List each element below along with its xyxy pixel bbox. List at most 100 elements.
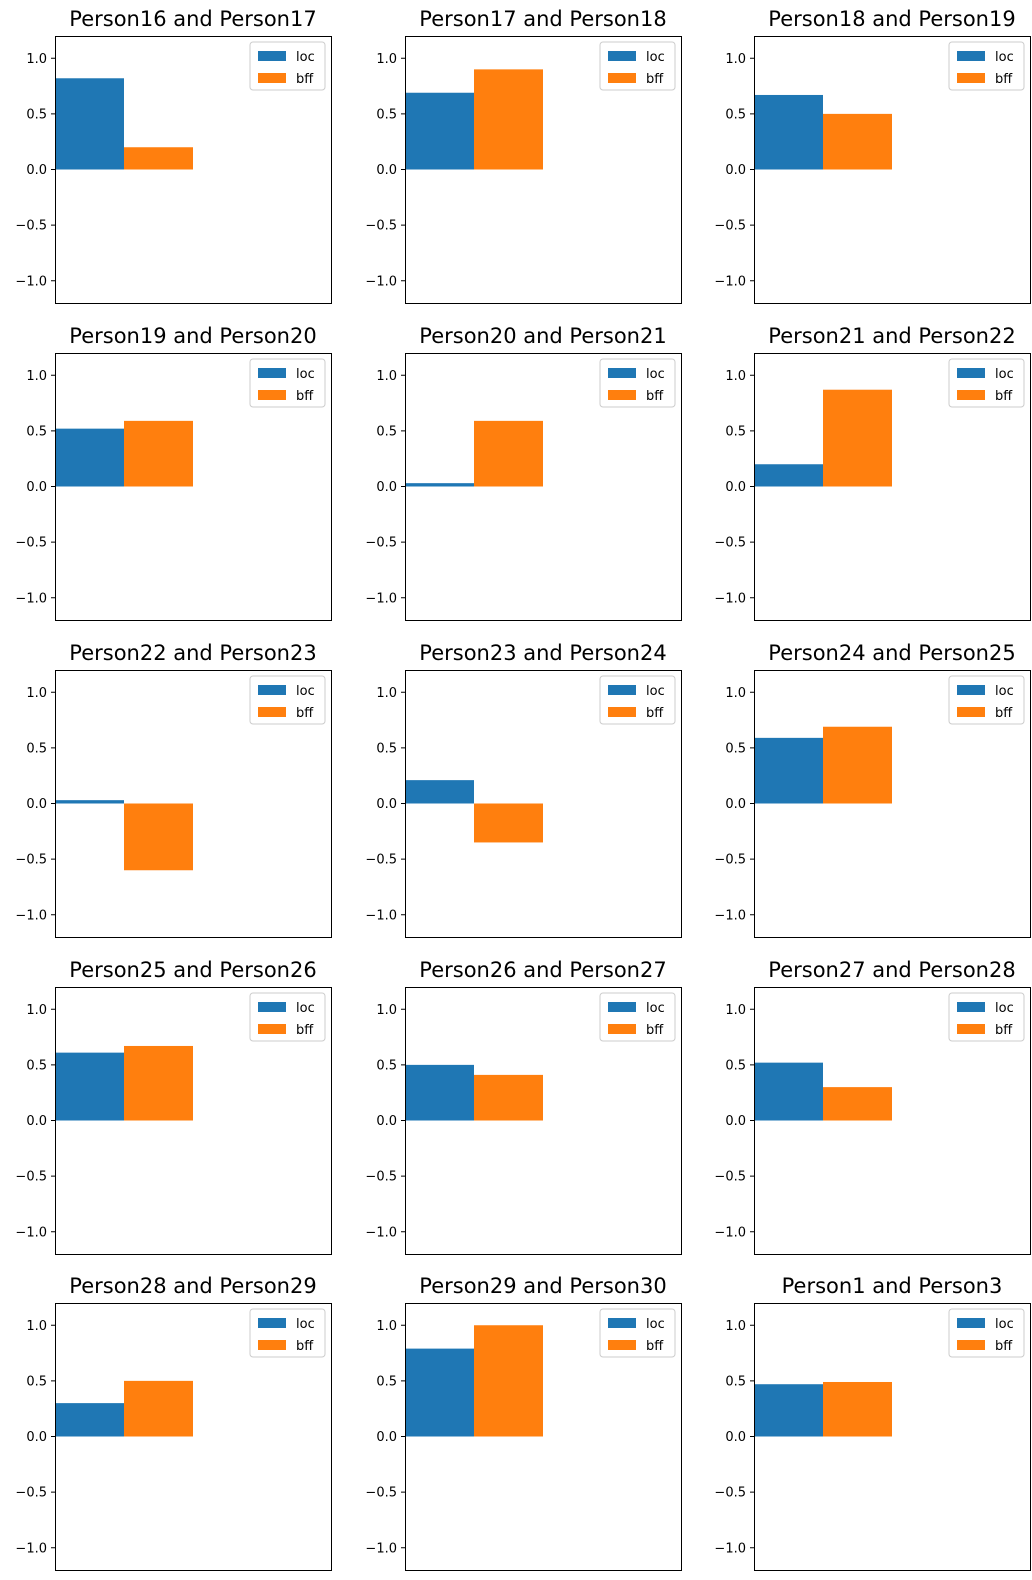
bar-bff (823, 1087, 892, 1121)
y-tick-label: 1.0 (26, 1319, 47, 1334)
subplot-title: Person24 and Person25 (768, 641, 1015, 665)
y-tick-label: −0.5 (15, 536, 47, 551)
bar-bff (823, 726, 892, 804)
subplot-11: Person26 and Person27 1.0 0.5 0.0 −0.5 −1.0 lo… (365, 958, 682, 1255)
bar-loc (55, 1052, 124, 1121)
y-tick-label: 0.0 (376, 1430, 397, 1445)
subplot-14: Person29 and Person30 1.0 0.5 0.0 −0.5 −1.0 lo… (365, 1274, 682, 1571)
subplot-9: Person24 and Person25 1.0 0.5 0.0 −0.5 −1.0 lo… (714, 641, 1031, 938)
subplot-title: Person17 and Person18 (419, 7, 666, 31)
bar-loc (55, 1403, 124, 1437)
y-tick-label: −1.0 (714, 591, 746, 606)
legend-label-bff: bff (296, 72, 314, 87)
bar-bff (124, 1380, 193, 1437)
legend: loc bff (948, 358, 1025, 408)
legend-label-bff: bff (995, 72, 1013, 87)
legend-swatch-bff (957, 73, 985, 83)
legend-swatch-loc (957, 51, 985, 61)
legend-swatch-bff (258, 1024, 286, 1034)
y-tick-label: −0.5 (714, 1486, 746, 1501)
legend: loc bff (249, 992, 326, 1042)
legend-label-loc: loc (646, 367, 665, 382)
subplot-title: Person23 and Person24 (419, 641, 666, 665)
subplot-6: Person21 and Person22 1.0 0.5 0.0 −0.5 −1.0 lo… (714, 324, 1031, 621)
y-tick-label: 0.5 (26, 1374, 47, 1389)
y-tick-label: −0.5 (365, 536, 397, 551)
subplot-title: Person21 and Person22 (768, 324, 1015, 348)
bar-loc (405, 92, 474, 170)
legend: loc bff (599, 992, 676, 1042)
legend-swatch-loc (608, 685, 636, 695)
y-tick-label: 0.5 (725, 1374, 746, 1389)
legend-label-bff: bff (296, 389, 314, 404)
subplot-title: Person18 and Person19 (768, 7, 1015, 31)
legend-swatch-loc (957, 1002, 985, 1012)
subplot-title: Person28 and Person29 (69, 1274, 316, 1298)
legend-swatch-bff (957, 390, 985, 400)
legend-swatch-bff (258, 1340, 286, 1350)
y-tick-label: −0.5 (365, 1486, 397, 1501)
subplot-5: Person20 and Person21 1.0 0.5 0.0 −0.5 −1.0 lo… (365, 324, 682, 621)
y-tick-label: 0.5 (725, 424, 746, 439)
bar-bff (823, 1381, 892, 1437)
legend-label-loc: loc (995, 684, 1014, 699)
legend-swatch-loc (957, 368, 985, 378)
bar-loc (55, 800, 124, 804)
bar-loc (405, 483, 474, 487)
legend: loc bff (249, 41, 326, 91)
legend-label-loc: loc (296, 1317, 315, 1332)
y-tick-label: 0.0 (376, 480, 397, 495)
legend-swatch-loc (258, 1002, 286, 1012)
subplot-title: Person29 and Person30 (419, 1274, 666, 1298)
bar-loc (405, 780, 474, 804)
y-tick-label: 0.0 (376, 163, 397, 178)
subplot-8: Person23 and Person24 1.0 0.5 0.0 −0.5 −1.0 lo… (365, 641, 682, 938)
bar-bff (474, 1074, 543, 1121)
subplot-13: Person28 and Person29 1.0 0.5 0.0 −0.5 −1.0 lo… (15, 1274, 332, 1571)
y-tick-label: −1.0 (365, 1541, 397, 1556)
y-tick-label: −1.0 (15, 274, 47, 289)
legend-swatch-bff (608, 390, 636, 400)
y-tick-label: −0.5 (15, 853, 47, 868)
legend: loc bff (249, 1308, 326, 1358)
y-tick-label: 1.0 (376, 1003, 397, 1018)
legend-label-loc: loc (296, 50, 315, 65)
legend-label-loc: loc (296, 1001, 315, 1016)
y-tick-label: 0.0 (725, 163, 746, 178)
subplot-2: Person17 and Person18 1.0 0.5 0.0 −0.5 −1.0 lo… (365, 7, 682, 304)
bar-loc (754, 1062, 823, 1121)
legend-swatch-loc (258, 368, 286, 378)
legend-swatch-loc (608, 1318, 636, 1328)
y-tick-label: 0.0 (725, 797, 746, 812)
y-tick-label: 0.5 (26, 741, 47, 756)
legend-swatch-bff (258, 390, 286, 400)
y-tick-label: −1.0 (714, 1225, 746, 1240)
y-tick-label: 1.0 (26, 52, 47, 67)
y-tick-label: −1.0 (714, 1541, 746, 1556)
legend-swatch-bff (608, 73, 636, 83)
legend: loc bff (599, 41, 676, 91)
legend-label-bff: bff (646, 1023, 664, 1038)
y-tick-label: 0.0 (725, 1430, 746, 1445)
y-tick-label: −1.0 (15, 1541, 47, 1556)
subplot-4: Person19 and Person20 1.0 0.5 0.0 −0.5 −1.0 lo… (15, 324, 332, 621)
y-tick-label: 0.0 (376, 797, 397, 812)
bar-bff (124, 1045, 193, 1121)
legend: loc bff (948, 1308, 1025, 1358)
y-tick-label: −0.5 (365, 219, 397, 234)
bar-loc (405, 1348, 474, 1437)
legend-label-loc: loc (995, 1001, 1014, 1016)
legend-label-bff: bff (646, 706, 664, 721)
y-tick-label: −1.0 (714, 908, 746, 923)
legend-label-loc: loc (646, 1317, 665, 1332)
legend-label-loc: loc (296, 684, 315, 699)
bar-bff (474, 1325, 543, 1437)
bar-loc (405, 1064, 474, 1121)
y-tick-label: −1.0 (365, 274, 397, 289)
bar-loc (55, 428, 124, 487)
y-tick-label: 0.5 (376, 424, 397, 439)
legend-swatch-loc (957, 685, 985, 695)
subplot-title: Person16 and Person17 (69, 7, 316, 31)
subplot-15: Person1 and Person3 1.0 0.5 0.0 −0.5 −1.0 loc b… (714, 1274, 1031, 1571)
